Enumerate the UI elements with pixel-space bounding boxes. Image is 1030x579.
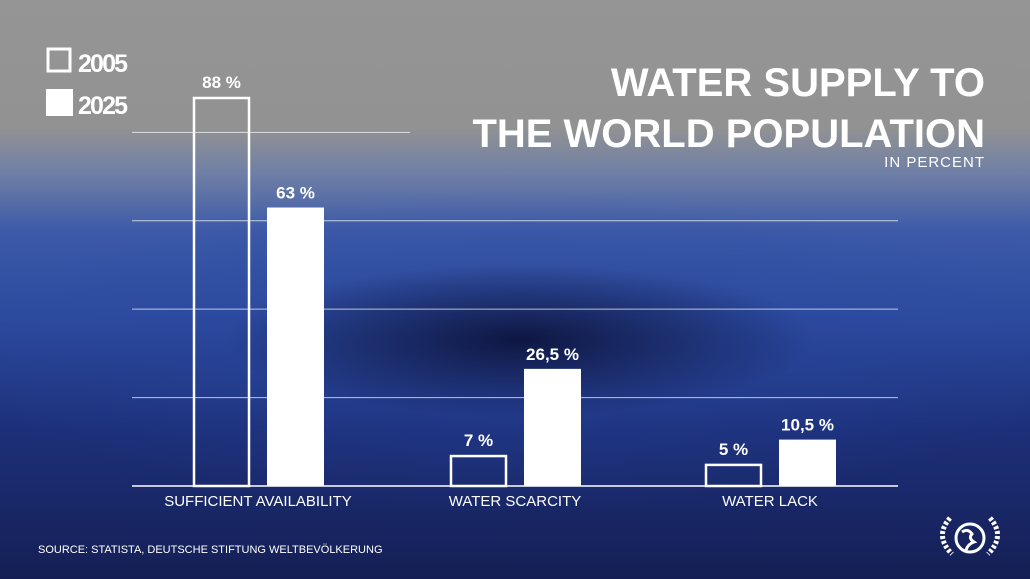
- chart-title-line-2: THE WORLD POPULATION: [472, 112, 985, 156]
- category-label: WATER SCARCITY: [449, 493, 582, 510]
- source-note: SOURCE: STATISTA, DEUTSCHE STIFTUNG WELT…: [38, 544, 383, 556]
- bar-2025: [267, 207, 324, 487]
- data-label: 5 %: [719, 440, 748, 459]
- bar-2025: [524, 368, 581, 486]
- bar-2025: [779, 439, 836, 486]
- bar-2005: [449, 454, 508, 488]
- legend: 2005 2025: [46, 47, 128, 120]
- legend-label-2025: 2025: [78, 92, 128, 120]
- legend-swatch-2005: [46, 47, 72, 73]
- category-label: WATER LACK: [722, 493, 818, 510]
- bar-2005: [704, 463, 763, 488]
- globe-laurel-icon: [940, 516, 1000, 556]
- data-label: 7 %: [464, 431, 493, 450]
- data-label: 88 %: [202, 73, 241, 92]
- bar-2005: [192, 96, 251, 488]
- category-label: SUFFICIENT AVAILABILITY: [164, 493, 352, 510]
- chart-title-line-1: WATER SUPPLY TO: [611, 61, 985, 105]
- data-label: 10,5 %: [781, 416, 834, 435]
- legend-swatch-2025: [46, 89, 73, 116]
- data-label: 63 %: [276, 184, 315, 203]
- chart-subtitle: IN PERCENT: [884, 154, 985, 171]
- legend-label-2005: 2005: [78, 50, 128, 78]
- data-label: 26,5 %: [526, 345, 579, 364]
